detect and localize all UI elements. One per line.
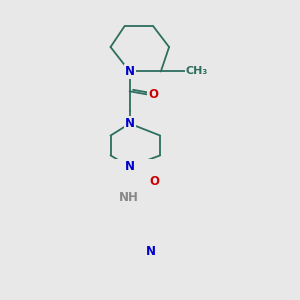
Text: N: N [124,65,135,78]
Text: N: N [146,245,155,258]
Text: NH: NH [119,190,139,203]
Text: N: N [124,160,135,173]
Text: N: N [124,117,135,130]
Text: O: O [149,175,160,188]
Text: CH₃: CH₃ [186,67,208,76]
Text: O: O [148,88,158,101]
